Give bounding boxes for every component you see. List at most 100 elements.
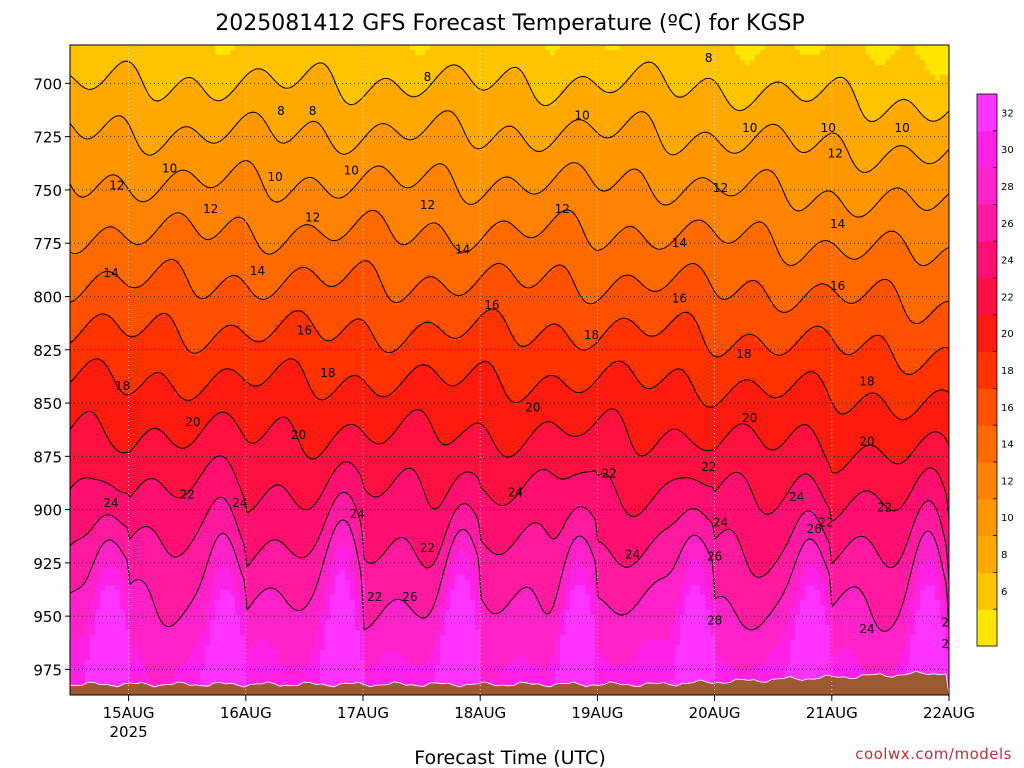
contour-label: 24 [508, 486, 523, 500]
colorbar-segment [977, 462, 997, 499]
colorbar-segment [977, 204, 997, 241]
colorbar-label: 18 [1001, 366, 1014, 377]
colorbar-segment [977, 536, 997, 573]
colorbar-segment [977, 131, 997, 168]
x-tick-sublabel: 2025 [110, 723, 148, 741]
y-tick-label: 975 [33, 661, 62, 679]
y-tick-label: 925 [33, 555, 62, 573]
y-tick-label: 700 [33, 75, 62, 93]
x-tick-label: 22AUG [923, 704, 975, 722]
colorbar-label: 24 [1001, 256, 1014, 267]
contour-label: 24 [713, 515, 728, 529]
contour-label: 18 [736, 347, 751, 361]
contour-label: 8 [705, 51, 713, 65]
contour-label: 10 [821, 121, 836, 135]
contour-label: 26 [807, 522, 822, 536]
contour-label: 10 [575, 108, 590, 122]
y-tick-label: 800 [33, 288, 62, 306]
contour-label: 22 [601, 466, 616, 480]
contour-label: 18 [584, 328, 599, 342]
contour-label: 22 [420, 541, 435, 555]
y-tick-label: 900 [33, 502, 62, 520]
contour-label: 12 [203, 202, 218, 216]
x-axis-label: Forecast Time (UTC) [414, 747, 605, 768]
contour-label: 20 [525, 400, 540, 414]
contour-label: 10 [894, 121, 909, 135]
x-tick-label: 21AUG [806, 704, 858, 722]
y-tick-label: 725 [33, 129, 62, 147]
colorbar-label: 32 [1001, 108, 1014, 119]
x-tick-label: 16AUG [220, 704, 272, 722]
colorbar-label: 26 [1001, 219, 1014, 230]
colorbar-segment [977, 425, 997, 462]
colorbar-segment [977, 388, 997, 425]
x-tick-label: 17AUG [337, 704, 389, 722]
contour-label: 14 [455, 243, 470, 257]
contour-label: 10 [267, 170, 282, 184]
colorbar-segment [977, 94, 997, 131]
colorbar-label: 28 [1001, 182, 1014, 193]
contour-label: 20 [291, 428, 306, 442]
contour-label: 10 [344, 164, 359, 178]
colorbar-label: 8 [1001, 550, 1007, 561]
colorbar-segment [977, 315, 997, 352]
contour-label: 18 [859, 375, 874, 389]
contour-label: 22 [367, 590, 382, 604]
contour-label: 8 [424, 70, 432, 84]
contour-label: 24 [859, 622, 874, 636]
x-tick-label: 19AUG [571, 704, 623, 722]
contour-label: 12 [555, 202, 570, 216]
contour-label: 14 [672, 236, 687, 250]
contour-label: 26 [402, 590, 417, 604]
contour-label: 8 [309, 104, 317, 118]
colorbar-label: 16 [1001, 403, 1014, 414]
chart-title: 2025081412 GFS Forecast Temperature (ºC)… [215, 11, 805, 36]
contour-label: 16 [830, 279, 845, 293]
contour-label: 16 [484, 298, 499, 312]
contour-label: 22 [180, 488, 195, 502]
colorbar-segment [977, 499, 997, 536]
x-tick-label: 20AUG [689, 704, 741, 722]
y-tick-label: 950 [33, 608, 62, 626]
colorbar-label: 10 [1001, 513, 1014, 524]
contour-label: 12 [713, 181, 728, 195]
contour-label: 22 [701, 460, 716, 474]
colorbar-segment [977, 241, 997, 278]
colorbar-label: 30 [1001, 145, 1014, 156]
y-tick-label: 750 [33, 182, 62, 200]
contour-label: 12 [109, 179, 124, 193]
contour-label: 16 [297, 324, 312, 338]
contour-label: 20 [185, 415, 200, 429]
contour-label: 18 [320, 366, 335, 380]
colorbar-label: 22 [1001, 292, 1014, 303]
contour-label: 22 [877, 500, 892, 514]
contour-label: 26 [707, 549, 722, 563]
contour-label: 10 [162, 162, 177, 176]
y-tick-label: 850 [33, 395, 62, 413]
contour-label: 20 [742, 411, 757, 425]
colorbar-label: 12 [1001, 476, 1014, 487]
contour-label: 24 [625, 547, 640, 561]
contour-label: 24 [349, 507, 364, 521]
contour-label: 14 [103, 266, 118, 280]
credit-text: coolwx.com/models [855, 745, 1012, 763]
contour-label: 24 [232, 496, 247, 510]
contour-label: 10 [742, 121, 757, 135]
x-tick-label: 18AUG [454, 704, 506, 722]
colorbar-segment [977, 168, 997, 205]
colorbar-segment [977, 572, 997, 609]
contour-label: 18 [115, 379, 130, 393]
y-tick-label: 825 [33, 342, 62, 360]
contour-label: 28 [707, 613, 722, 627]
contour-label: 12 [305, 211, 320, 225]
contour-label: 16 [672, 292, 687, 306]
contour-label: 24 [789, 490, 804, 504]
colorbar-label: 6 [1001, 587, 1007, 598]
y-tick-label: 775 [33, 235, 62, 253]
contour-label: 20 [859, 434, 874, 448]
